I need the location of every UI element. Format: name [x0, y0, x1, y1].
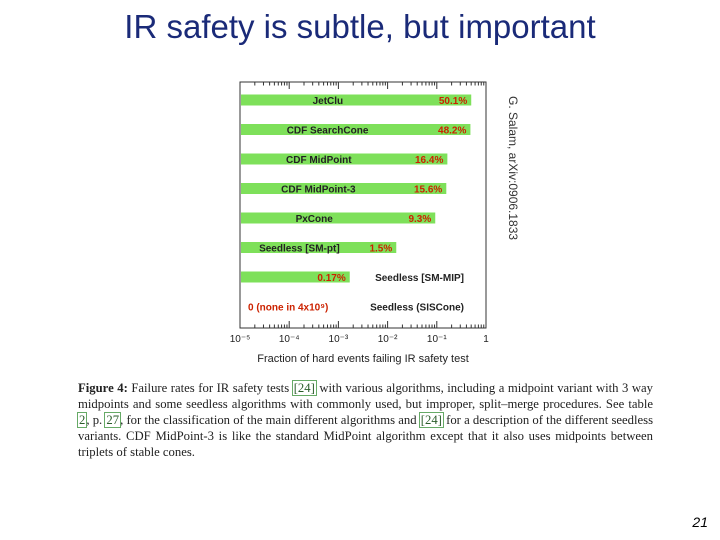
bar-category-label: CDF MidPoint-3 [281, 185, 356, 196]
caption-ref-2: 2 [76, 412, 88, 428]
bar-category-label: CDF SearchCone [287, 126, 369, 137]
bar-value-label: 50.1% [439, 96, 467, 107]
caption-text-3: , p. [86, 413, 103, 427]
plot-frame [239, 81, 487, 329]
bar-value-label: 15.6% [414, 185, 442, 196]
x-tick-label: 10⁻³ [329, 334, 349, 345]
figure-caption: Figure 4: Failure rates for IR safety te… [76, 380, 654, 460]
bar [241, 124, 471, 135]
slide-number: 21 [692, 514, 708, 530]
bar-category-label: CDF MidPoint [286, 155, 352, 166]
bar-value-label: 16.4% [415, 155, 443, 166]
failure-rate-chart: 10⁻⁵ 10⁻⁴ 10⁻³ 10⁻² 10⁻¹ 1 Fraction of hard ev… [230, 81, 489, 365]
bar-category-label: Seedless [SM-MIP] [375, 273, 464, 284]
caption-ref-3: 27 [104, 412, 122, 428]
bar-value-label: 48.2% [438, 126, 466, 137]
x-tick-label: 1 [483, 334, 489, 345]
bar-value-label: 1.5% [369, 244, 392, 255]
citation: G. Salam, arXiv:0906.1833 [506, 96, 520, 241]
bar-value-label: 0 (none in 4x10⁹) [248, 303, 328, 314]
bar-category-label: PxCone [296, 214, 334, 225]
bar [241, 94, 472, 106]
x-tick-label: 10⁻¹ [427, 334, 447, 345]
bar [241, 212, 436, 224]
bar-value-label: 0.17% [317, 273, 345, 284]
slide-title: IR safety is subtle, but important [124, 8, 596, 45]
caption-text-1: Failure rates for IR safety tests [131, 381, 290, 395]
bar [241, 271, 350, 283]
figure-label: Figure 4: [78, 381, 128, 395]
bar-category-label: Seedless [SM-pt] [259, 244, 340, 255]
bar [241, 242, 397, 253]
x-tick-label: 10⁻⁴ [279, 334, 300, 345]
bar-category-label: Seedless (SISCone) [370, 303, 464, 314]
bar [241, 153, 448, 165]
caption-text-5: for a description of the different seedl… [78, 413, 654, 459]
caption-ref-4: [24] [418, 412, 444, 428]
caption-ref-1: [24] [291, 380, 317, 396]
bar [241, 183, 447, 194]
x-axis-label: Fraction of hard events failing IR safet… [257, 353, 469, 365]
caption-text-4: , for the classification of the main dif… [120, 413, 417, 427]
caption-text-2: with various algorithms, including a mid… [78, 381, 654, 411]
bar-category-label: JetClu [313, 96, 344, 107]
x-tick-label: 10⁻² [378, 334, 398, 345]
bar-value-label: 9.3% [408, 214, 431, 225]
x-tick-label: 10⁻⁵ [230, 334, 251, 345]
